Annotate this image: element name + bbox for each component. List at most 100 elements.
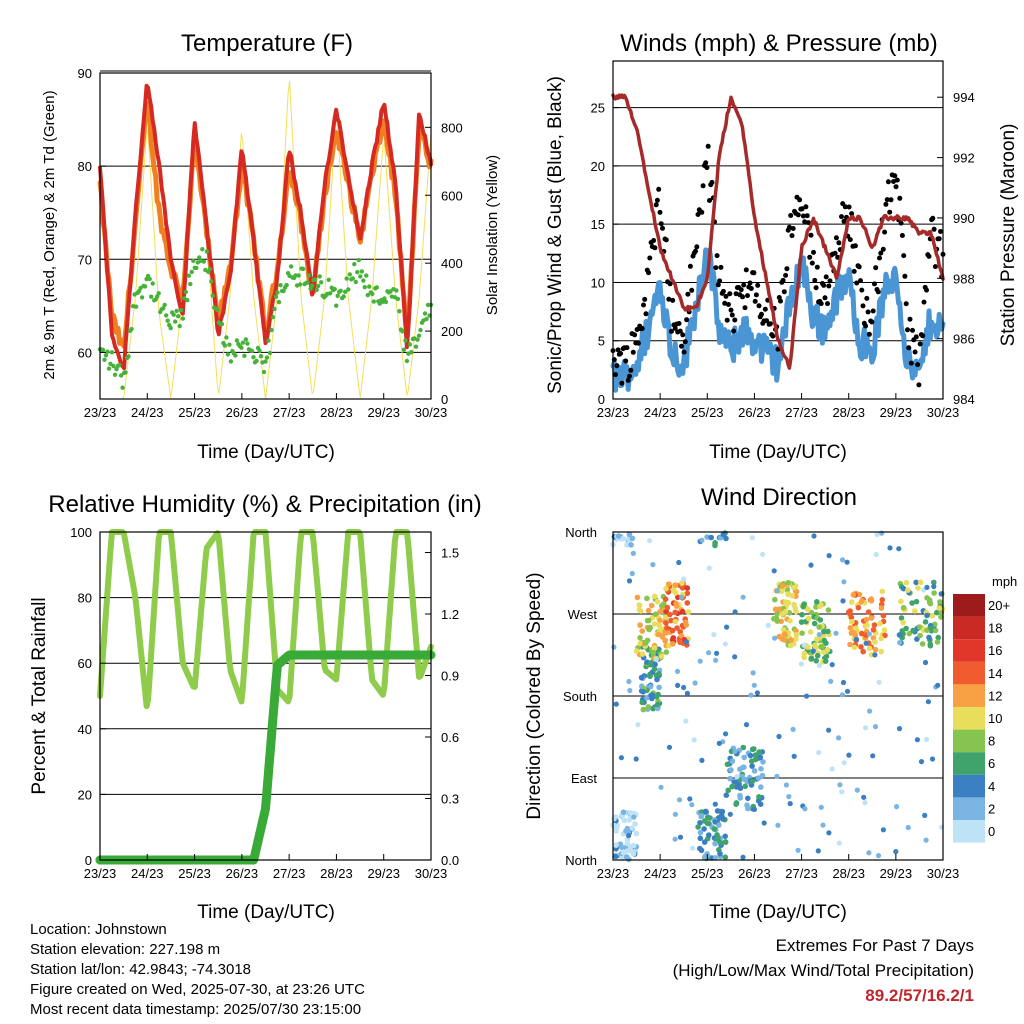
td2m-point xyxy=(171,312,176,317)
td2m-point xyxy=(139,295,145,300)
td2m-point xyxy=(284,282,289,288)
direction-point xyxy=(879,597,886,603)
gust-point xyxy=(666,296,672,302)
direction-point xyxy=(910,627,916,634)
direction-point xyxy=(751,746,757,752)
gust-point xyxy=(705,143,711,149)
direction-point xyxy=(654,705,661,712)
gust-point xyxy=(823,274,829,280)
direction-point xyxy=(633,648,640,654)
direction-point xyxy=(791,601,797,608)
td2m-point xyxy=(413,344,419,349)
wind-xtick-label: 24/23 xyxy=(644,405,677,420)
direction-point xyxy=(706,820,712,827)
td2m-point xyxy=(276,299,282,305)
direction-point xyxy=(683,622,690,628)
dir-xtick-label: 23/23 xyxy=(597,866,630,881)
gust-point xyxy=(888,197,894,203)
direction-point xyxy=(751,806,758,813)
td2m-point xyxy=(334,303,339,308)
direction-point xyxy=(868,596,875,602)
wind-ytick-label: 20 xyxy=(591,159,605,174)
direction-point xyxy=(645,607,652,614)
direction-point xyxy=(925,699,932,705)
gust-point xyxy=(764,318,770,324)
direction-point xyxy=(684,690,691,697)
rh-y2tick-label: 0.0 xyxy=(441,853,459,868)
td2m-point xyxy=(395,296,401,302)
direction-point xyxy=(922,619,929,625)
direction-point xyxy=(923,837,929,843)
direction-point xyxy=(724,761,731,768)
td2m-point xyxy=(409,350,414,355)
gust-point xyxy=(898,220,904,226)
td2m-point xyxy=(267,350,273,356)
gust-point xyxy=(809,260,815,266)
direction-point xyxy=(924,612,930,619)
colorbar-swatch xyxy=(953,797,985,820)
gust-point xyxy=(902,273,908,279)
td2m-point xyxy=(326,277,331,282)
direction-point xyxy=(826,553,832,559)
temp-y2tick-label: 0 xyxy=(441,392,448,407)
direction-point xyxy=(799,611,805,618)
direction-point xyxy=(779,611,786,617)
direction-point xyxy=(749,778,756,784)
gust-point xyxy=(863,323,869,329)
direction-point xyxy=(722,833,728,840)
gust-point xyxy=(689,287,695,293)
direction-point xyxy=(749,535,755,541)
td2m-point xyxy=(371,299,376,304)
gust-point xyxy=(759,311,764,317)
gust-point xyxy=(654,197,660,203)
direction-point xyxy=(748,692,754,698)
gust-point xyxy=(653,202,659,208)
direction-point xyxy=(919,641,926,647)
gust-point xyxy=(762,306,768,312)
direction-point xyxy=(745,795,751,802)
td2m-point xyxy=(400,329,405,334)
td2m-point xyxy=(374,285,379,290)
direction-point xyxy=(868,615,875,621)
temp-y2tick-label: 600 xyxy=(441,188,463,203)
rh-series-line xyxy=(97,529,434,710)
rh-ylabel: Percent & Total Rainfall xyxy=(29,597,50,794)
direction-point xyxy=(808,562,814,568)
gust-point xyxy=(651,238,657,243)
direction-point xyxy=(839,789,845,795)
td2m-point xyxy=(312,277,318,282)
direction-point xyxy=(653,656,659,663)
temp-panel: 23/23 24/23 25/23 26/23 27/23 28/23 29/23 30/23… xyxy=(78,66,463,420)
temp-y2label: Solar Insolation (Yellow) xyxy=(484,155,501,315)
direction-point xyxy=(844,688,851,694)
gust-point xyxy=(826,283,832,289)
direction-point xyxy=(878,648,885,655)
td2m-point xyxy=(164,313,169,318)
direction-point xyxy=(728,767,734,773)
direction-point xyxy=(707,815,713,821)
temp-xtick-label: 24/23 xyxy=(131,405,164,420)
td2m-point xyxy=(165,318,170,323)
gust-point xyxy=(884,197,890,203)
direction-point xyxy=(789,593,795,599)
direction-point xyxy=(679,594,685,600)
direction-point xyxy=(909,600,915,606)
direction-point xyxy=(714,808,721,814)
wind-y2tick-label: 992 xyxy=(953,151,975,166)
gust-point xyxy=(883,201,889,207)
td2m-point xyxy=(215,308,220,313)
rh-title: Relative Humidity (%) & Precipitation (i… xyxy=(48,491,481,518)
gust-point xyxy=(916,382,922,388)
direction-point xyxy=(780,627,787,633)
direction-point xyxy=(859,597,865,604)
gust-point xyxy=(821,282,827,288)
precip-point xyxy=(271,676,281,686)
direction-point xyxy=(760,759,766,765)
direction-point xyxy=(815,848,821,854)
gust-point xyxy=(682,339,688,345)
td2m-point xyxy=(126,354,131,359)
td2m-point xyxy=(222,343,228,348)
direction-point xyxy=(699,537,705,543)
td2m-point xyxy=(296,273,301,278)
colorbar-label: 18 xyxy=(988,621,1002,636)
